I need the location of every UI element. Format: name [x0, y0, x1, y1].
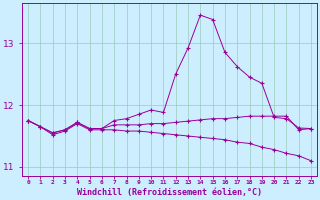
X-axis label: Windchill (Refroidissement éolien,°C): Windchill (Refroidissement éolien,°C): [77, 188, 262, 197]
